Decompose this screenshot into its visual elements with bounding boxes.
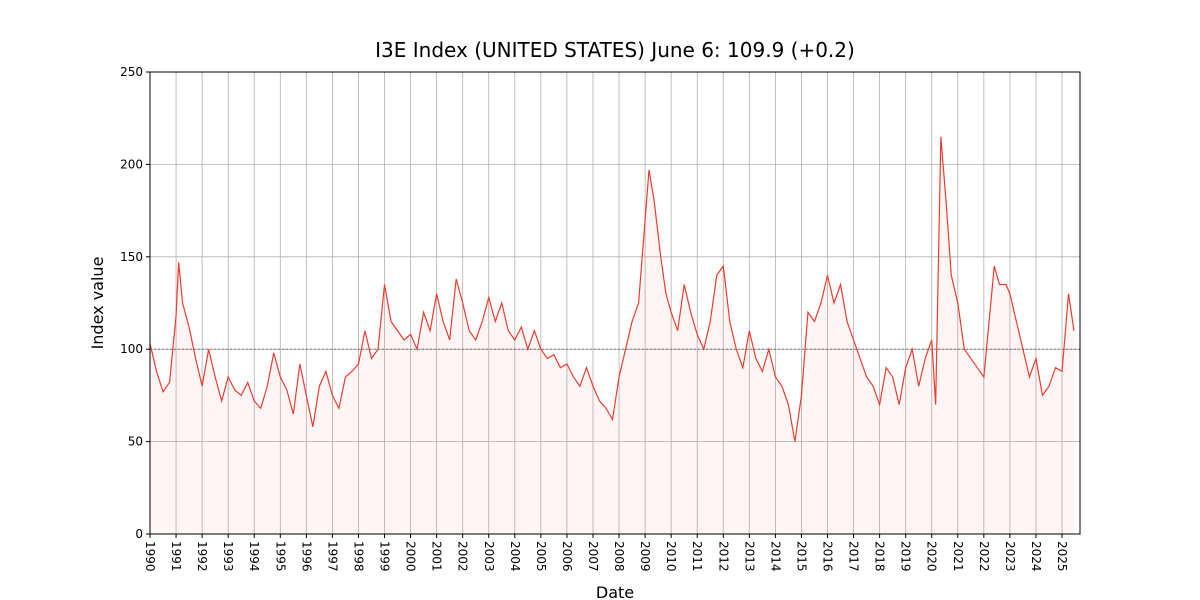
y-tick-label: 250 — [120, 65, 143, 79]
x-tick-label: 2016 — [821, 541, 835, 572]
x-tick-label: 2002 — [456, 541, 470, 572]
x-tick-label: 2017 — [847, 541, 861, 572]
x-tick-label: 1991 — [169, 541, 183, 572]
chart-title: I3E Index (UNITED STATES) June 6: 109.9 … — [375, 38, 855, 62]
x-tick-label: 2015 — [794, 541, 808, 572]
x-tick-label: 1995 — [273, 541, 287, 572]
x-tick-label: 2009 — [638, 541, 652, 572]
x-axis-label: Date — [596, 583, 634, 600]
x-tick-label: 1999 — [378, 541, 392, 572]
x-tick-label: 2019 — [899, 541, 913, 572]
x-tick-label: 1997 — [325, 541, 339, 572]
x-tick-label: 2022 — [977, 541, 991, 572]
x-tick-label: 1998 — [351, 541, 365, 572]
x-tick-label: 1994 — [247, 541, 261, 572]
x-tick-label: 2023 — [1003, 541, 1017, 572]
area-fill — [150, 136, 1075, 534]
x-tick-label: 2001 — [430, 541, 444, 572]
x-tick-label: 2024 — [1029, 541, 1043, 572]
y-tick-label: 0 — [135, 527, 143, 541]
x-tick-label: 1996 — [299, 541, 313, 572]
y-tick-label: 50 — [128, 435, 143, 449]
x-tick-label: 1993 — [221, 541, 235, 572]
y-axis-label: Index value — [88, 257, 107, 350]
plot-frame — [149, 71, 1081, 535]
x-tick-label: 2014 — [768, 541, 782, 572]
x-tick-label: 2006 — [560, 541, 574, 572]
x-tick-label: 2013 — [742, 541, 756, 572]
x-tick-label: 2011 — [690, 541, 704, 572]
x-tick-label: 2010 — [664, 541, 678, 572]
x-tick-label: 2004 — [508, 541, 522, 572]
x-tick-label: 2018 — [873, 541, 887, 572]
x-tick-label: 2008 — [612, 541, 626, 572]
x-tick-label: 2007 — [586, 541, 600, 572]
x-tick-label: 2012 — [716, 541, 730, 572]
x-tick-label: 2000 — [404, 541, 418, 572]
plot-area: 0 50 100 150 200 250 1990 1991 1992 1993 1994 1995 1… — [120, 65, 1080, 572]
x-tick-label: 2005 — [534, 541, 548, 572]
y-tick-label: 150 — [120, 250, 143, 264]
x-tick-label: 2021 — [951, 541, 965, 572]
x-tick-label: 2003 — [482, 541, 496, 572]
data-line — [149, 136, 1075, 442]
x-tick-label: 1990 — [143, 541, 157, 572]
y-tick-label: 200 — [120, 157, 143, 171]
y-tick-label: 100 — [120, 342, 143, 356]
x-tick-label: 2020 — [925, 541, 939, 572]
x-tick-label: 2025 — [1055, 541, 1069, 572]
x-tick-label: 1992 — [195, 541, 209, 572]
